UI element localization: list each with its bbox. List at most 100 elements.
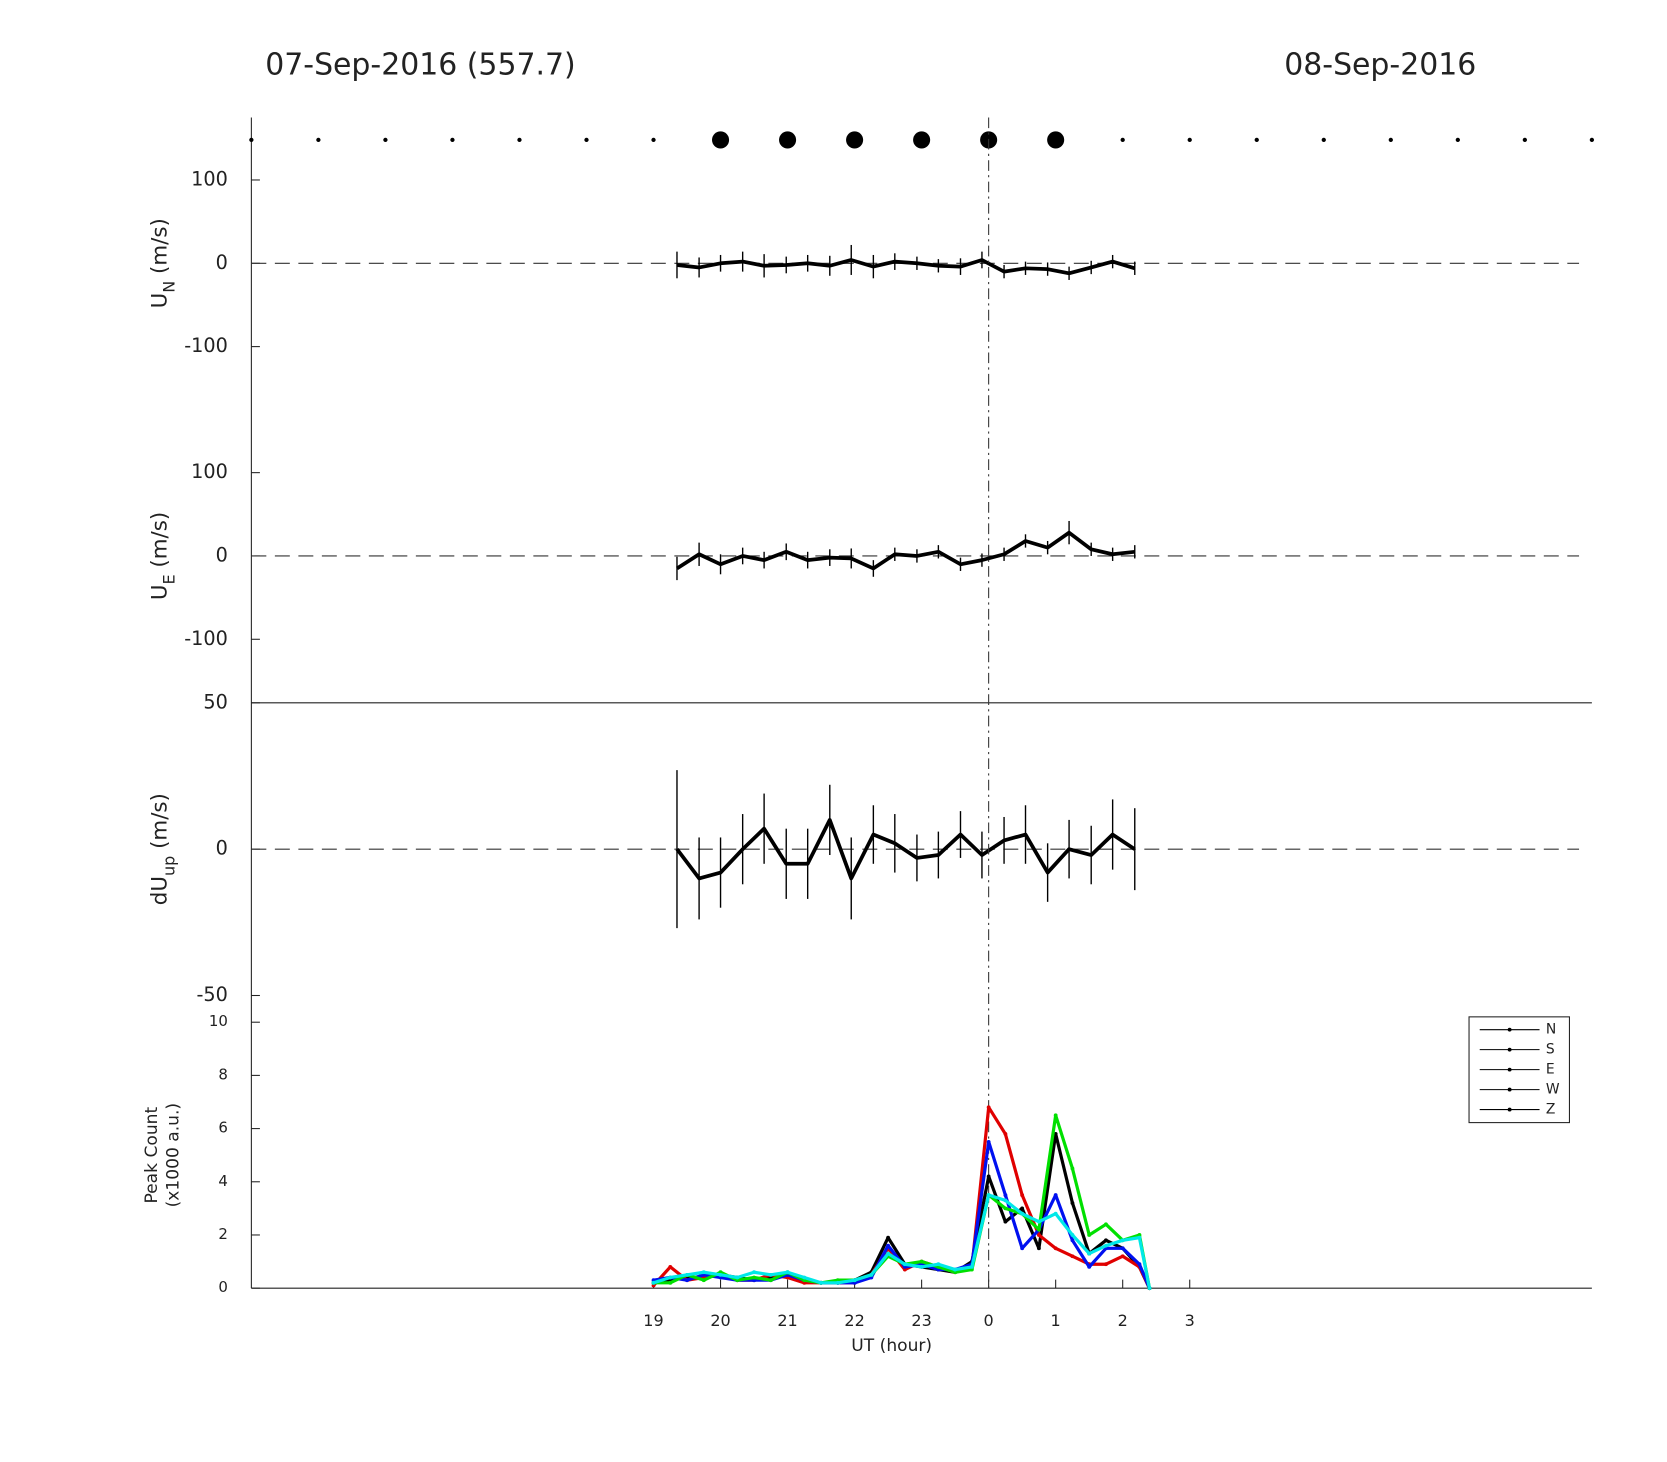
x-tick-label: 21 [777,1311,797,1330]
series-point [768,1278,773,1283]
y-label-part: (x1000 a.u.) [163,1103,183,1207]
marker-dot [846,131,864,149]
series-point [936,1262,941,1267]
y-tick-label: 50 [203,690,227,713]
series-point [1070,1201,1075,1205]
series-point [902,1262,907,1267]
marker-dot [712,131,730,149]
marker-dot [517,137,522,143]
series-point [1137,1262,1142,1267]
series-point [1020,1246,1025,1251]
marker-dot [1047,131,1065,149]
y-label-part: U [148,585,173,601]
series-point [735,1275,740,1280]
marker-dot [913,131,931,149]
series-point [1003,1206,1008,1211]
y-axis-label: (x1000 a.u.) [163,1103,183,1207]
y-axis-label: UN (m/s) [148,218,179,308]
marker-dot [779,131,797,149]
x-tick-label: 0 [984,1311,994,1330]
y-tick-label: -100 [184,334,228,357]
y-tick-label: 100 [191,460,228,483]
x-tick-label: 20 [710,1311,730,1330]
legend-dot [1507,1047,1512,1052]
legend-label: Z [1546,1102,1556,1118]
y-axis-label: Peak Count [142,1107,162,1204]
series-point [1104,1222,1108,1227]
series-point [969,1264,974,1269]
marker-dot [1321,137,1326,143]
y-axis-label: UE (m/s) [148,512,179,600]
series-point [735,1278,740,1283]
series-point [1003,1131,1008,1136]
series-point [701,1278,706,1283]
series-point [1053,1113,1058,1118]
series-point [953,1270,958,1275]
y-tick-label: 8 [218,1065,228,1083]
marker-dot [584,137,589,143]
series-line [676,530,1135,571]
series-point [919,1259,924,1264]
marker-dot [1187,137,1192,143]
series-point [1020,1206,1025,1211]
series-point [1104,1238,1108,1243]
series-point [1087,1233,1092,1237]
series-point [668,1280,673,1285]
series-point [1087,1251,1092,1256]
legend-label: N [1546,1022,1556,1038]
legend-dot [1507,1027,1512,1032]
series-point [668,1275,673,1280]
y-label-part: N [160,281,179,293]
marker-dot [450,137,455,143]
series-point [785,1270,790,1275]
series-point [1104,1243,1108,1248]
series-point [1104,1262,1108,1267]
marker-dot [1254,137,1259,143]
legend-dot [1507,1067,1512,1072]
series-point [1137,1235,1142,1240]
y-label-part: up [160,856,179,876]
series-point [869,1272,874,1277]
series-point [651,1280,656,1285]
title-right: 08-Sep-2016 [1284,48,1476,83]
y-tick-label: 0 [216,543,228,566]
x-tick-label: 2 [1118,1311,1128,1330]
marker-dot [1455,137,1460,143]
series-point [685,1272,689,1277]
series-line [676,258,1136,276]
series-point [902,1267,907,1272]
series-point [1070,1233,1075,1237]
marker-dot [1120,137,1125,143]
series-point [919,1264,924,1269]
series-point [1003,1193,1008,1198]
y-tick-label: 10 [209,1012,228,1030]
series-line [675,818,1136,881]
series-point [1087,1264,1092,1269]
y-axis-label: dUup (m/s) [148,793,179,905]
y-label-part: E [160,574,179,584]
series-point [1070,1238,1075,1243]
series-point [701,1270,706,1275]
x-tick-label: 1 [1051,1311,1061,1330]
series-point [1120,1254,1125,1259]
series-point [718,1272,723,1277]
x-tick-label: 23 [911,1311,931,1330]
series-point [1120,1238,1125,1243]
series-point [752,1270,756,1275]
y-tick-label: 6 [218,1119,228,1137]
y-tick-label: 100 [191,167,228,190]
marker-dot [1522,137,1527,143]
series-point [1036,1227,1041,1232]
x-axis-label: UT (hour) [851,1336,932,1356]
legend-dot [1507,1087,1512,1092]
series-point [819,1280,824,1285]
y-tick-label: 4 [218,1172,228,1190]
series-point [1070,1254,1075,1259]
series-point [886,1243,891,1248]
series-point [986,1139,991,1144]
marker-dot [651,137,656,143]
x-tick-label: 22 [844,1311,864,1330]
x-tick-label: 19 [643,1311,663,1330]
y-tick-label: 2 [218,1225,228,1243]
